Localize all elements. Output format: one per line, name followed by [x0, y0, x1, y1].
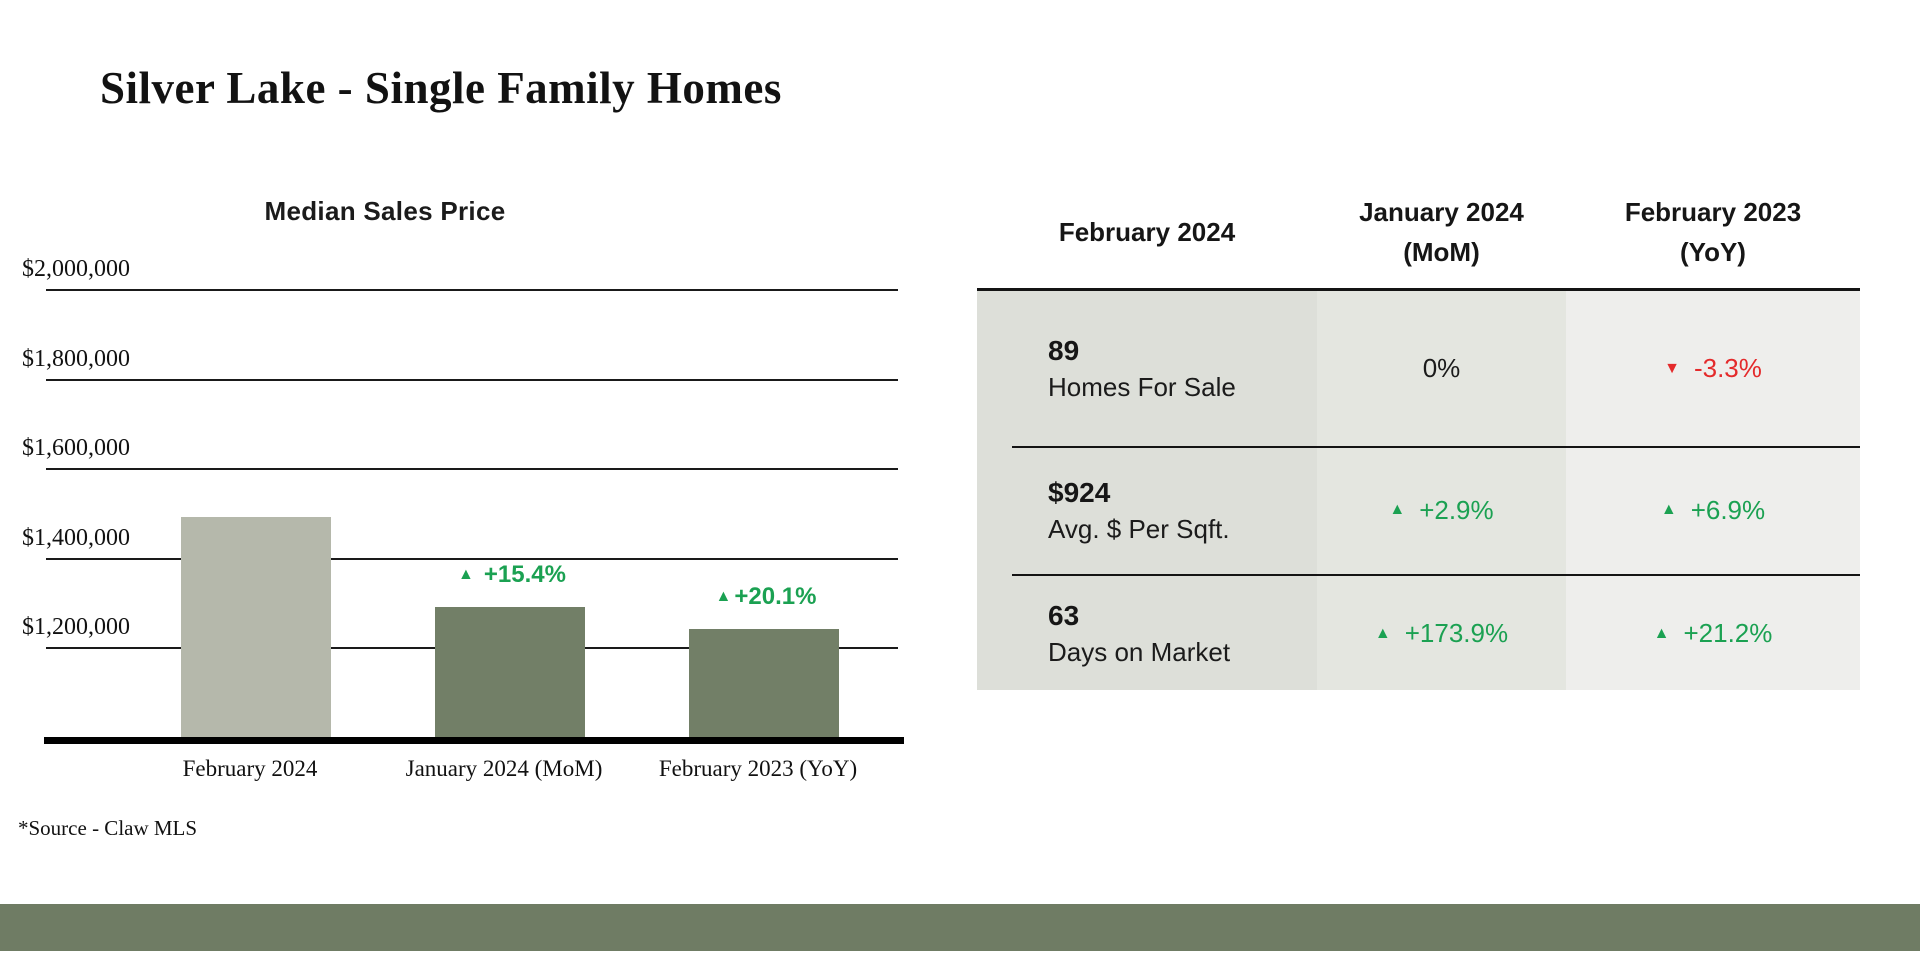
table-header-february-2024: February 2024: [977, 180, 1317, 284]
x-axis-label: February 2024: [182, 756, 318, 781]
trend-cell-yoy: ▲ +21.2%: [1566, 574, 1860, 693]
trend-text: +21.2%: [1683, 618, 1773, 648]
header-line1: January 2024: [1359, 197, 1524, 227]
up-triangle-icon: ▲: [458, 565, 474, 583]
table-column-bg-february-2023: [1566, 291, 1860, 690]
y-axis-tick-label: $1,200,000: [22, 614, 130, 641]
header-line1: February 2023: [1624, 197, 1802, 227]
stat-label: Homes For Sale: [1048, 372, 1236, 402]
trend-cell-mom: ▲ +173.9%: [1317, 574, 1566, 693]
header-line2: (YoY): [1680, 237, 1746, 267]
up-triangle-icon: ▲: [1653, 624, 1670, 642]
up-triangle-icon: ▲: [715, 588, 732, 606]
x-axis-label: February 2023 (YoY): [658, 756, 858, 781]
bar-february-2023-yoy-: [689, 629, 839, 737]
footer-bar: [0, 904, 1920, 951]
trend-text: 0%: [1422, 353, 1461, 383]
header-line2: (MoM): [1403, 237, 1480, 267]
annotation-text: +15.4%: [483, 560, 566, 588]
page-title: Silver Lake - Single Family Homes: [100, 63, 782, 113]
x-axis-label: January 2024 (MoM): [405, 756, 603, 781]
trend-cell-yoy: ▲ +6.9%: [1566, 446, 1860, 574]
up-triangle-icon: ▲: [1374, 624, 1391, 642]
chart-baseline: [44, 737, 904, 744]
trend-text: +2.9%: [1419, 494, 1494, 525]
annotation-text: +20.1%: [734, 583, 817, 611]
table-row-metric: $924 Avg. $ Per Sqft.: [1048, 446, 1308, 574]
bar-annotation: ▲ +20.1%: [716, 583, 817, 611]
y-axis-tick-label: $2,000,000: [22, 256, 130, 282]
header-line1: February 2024: [1058, 217, 1236, 247]
table-header-february-2023-yoy: February 2023 (YoY): [1566, 180, 1860, 284]
stat-label: Days on Market: [1048, 637, 1231, 667]
bar-annotation: ▲ +15.4%: [458, 561, 566, 589]
table-column-bg-february-2024: [977, 291, 1317, 690]
bar-february-2024: [181, 517, 331, 737]
trend-text: -3.3%: [1693, 353, 1762, 383]
stat-value: $924: [1048, 476, 1111, 508]
chart-gridline: [46, 557, 898, 560]
chart-gridline: [46, 289, 898, 291]
down-triangle-icon: ▼: [1664, 359, 1680, 377]
chart-gridline: [46, 378, 898, 381]
up-triangle-icon: ▲: [1660, 501, 1677, 518]
trend-cell-yoy: ▼ -3.3%: [1566, 291, 1860, 446]
y-axis-tick-label: $1,600,000: [22, 435, 130, 462]
table-header-row: February 2024 January 2024 (MoM) Februar…: [977, 180, 1860, 284]
table-header-january-2024-mom: January 2024 (MoM): [1317, 180, 1566, 284]
chart-title: Median Sales Price: [264, 196, 506, 226]
table-header-underline: [977, 288, 1860, 291]
table-row-metric: 89 Homes For Sale: [1048, 291, 1308, 446]
trend-cell-mom: 0%: [1317, 291, 1566, 446]
table-column-bg-january-2024: [1317, 291, 1566, 690]
table-row-divider: [1012, 574, 1860, 576]
trend-text: +6.9%: [1690, 494, 1766, 525]
table-row-metric: 63 Days on Market: [1048, 574, 1308, 693]
up-triangle-icon: ▲: [1389, 501, 1406, 518]
stat-label: Avg. $ Per Sqft.: [1048, 513, 1230, 544]
trend-cell-mom: ▲ +2.9%: [1317, 446, 1566, 574]
source-note: *Source - Claw MLS: [18, 816, 198, 840]
trend-text: +173.9%: [1404, 618, 1509, 648]
y-axis-tick-label: $1,800,000: [22, 345, 130, 372]
chart-gridline: [46, 468, 898, 471]
y-axis-tick-label: $1,400,000: [22, 524, 130, 551]
bar-january-2024-mom-: [435, 606, 585, 737]
stat-value: 89: [1048, 335, 1080, 366]
table-row-divider: [1012, 446, 1860, 448]
stats-table: February 2024 January 2024 (MoM) Februar…: [977, 180, 1860, 693]
stat-value: 63: [1048, 600, 1080, 631]
